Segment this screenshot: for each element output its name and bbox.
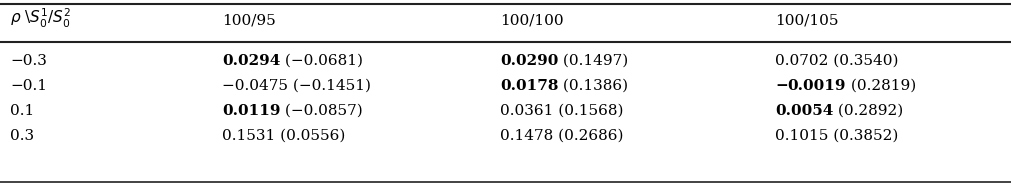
Text: 0.0290: 0.0290 [499, 54, 558, 68]
Text: 0.1531 (0.0556): 0.1531 (0.0556) [221, 129, 345, 143]
Text: 0.0119: 0.0119 [221, 104, 280, 118]
Text: 100/100: 100/100 [499, 13, 563, 27]
Text: 0.3: 0.3 [10, 129, 34, 143]
Text: 0.1478 (0.2686): 0.1478 (0.2686) [499, 129, 623, 143]
Text: 0.0361 (0.1568): 0.0361 (0.1568) [499, 104, 623, 118]
Text: (0.2819): (0.2819) [845, 79, 916, 93]
Text: 0.0054: 0.0054 [774, 104, 832, 118]
Text: −0.0475 (−0.1451): −0.0475 (−0.1451) [221, 79, 371, 93]
Text: 0.1: 0.1 [10, 104, 34, 118]
Text: (0.2892): (0.2892) [832, 104, 903, 118]
Text: (−0.0857): (−0.0857) [280, 104, 363, 118]
Text: −0.1: −0.1 [10, 79, 47, 93]
Text: −0.3: −0.3 [10, 54, 47, 68]
Text: 0.0019: 0.0019 [787, 79, 845, 93]
Text: (−0.0681): (−0.0681) [280, 54, 363, 68]
Text: −: − [774, 79, 787, 93]
Text: $\rho\ \backslash S_0^1/S_0^2$: $\rho\ \backslash S_0^1/S_0^2$ [10, 7, 72, 30]
Text: (0.1497): (0.1497) [558, 54, 628, 68]
Text: 0.1015 (0.3852): 0.1015 (0.3852) [774, 129, 898, 143]
Text: (0.1386): (0.1386) [558, 79, 628, 93]
Text: 0.0294: 0.0294 [221, 54, 280, 68]
Text: 0.0702 (0.3540): 0.0702 (0.3540) [774, 54, 898, 68]
Text: 100/95: 100/95 [221, 13, 275, 27]
Text: 0.0178: 0.0178 [499, 79, 558, 93]
Text: 100/105: 100/105 [774, 13, 838, 27]
